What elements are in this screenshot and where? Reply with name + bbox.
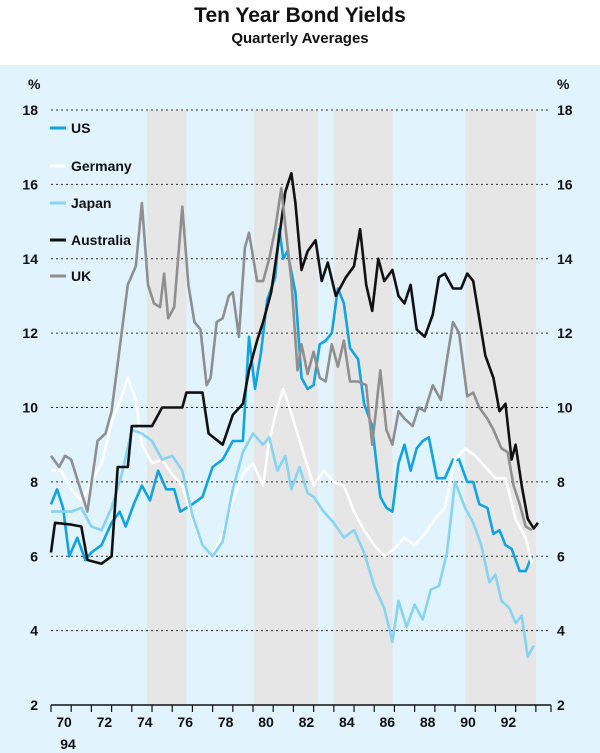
y-unit-right: % xyxy=(557,76,570,92)
series-line-japan xyxy=(51,428,535,659)
x-tick-label: 72 xyxy=(97,714,113,730)
y-tick-label-right: 18 xyxy=(557,102,573,118)
y-tick-label-left: 14 xyxy=(22,251,38,267)
legend-label-japan: Japan xyxy=(71,195,111,211)
x-tick-label: 80 xyxy=(258,714,274,730)
legend-label-uk: UK xyxy=(71,268,91,284)
x-tick-label: 74 xyxy=(137,714,153,730)
y-tick-label-right: 2 xyxy=(557,697,565,713)
x-tick-label: 88 xyxy=(420,714,436,730)
x-tick-label: 82 xyxy=(299,714,315,730)
x-tick-label: 84 xyxy=(339,714,355,730)
x-tick-label: 90 xyxy=(460,714,476,730)
y-unit-left: % xyxy=(28,76,41,92)
legend-label-australia: Australia xyxy=(71,232,131,248)
y-tick-label-left: 6 xyxy=(30,548,38,564)
y-tick-label-right: 10 xyxy=(557,400,573,416)
x-tick-label: 86 xyxy=(379,714,395,730)
shaded-period xyxy=(465,110,536,705)
y-tick-label-left: 2 xyxy=(30,697,38,713)
y-tick-label-right: 8 xyxy=(557,474,565,490)
shaded-period xyxy=(254,110,318,705)
y-tick-label-left: 8 xyxy=(30,474,38,490)
series-line-australia xyxy=(49,171,539,566)
chart-subtitle: Quarterly Averages xyxy=(231,30,369,47)
y-tick-label-right: 6 xyxy=(557,548,565,564)
y-tick-label-left: 10 xyxy=(22,400,38,416)
x-extra-label: 94 xyxy=(60,736,76,752)
legend-label-us: US xyxy=(71,120,90,136)
y-tick-label-right: 16 xyxy=(557,176,573,192)
x-tick-label: 92 xyxy=(501,714,517,730)
series-line-us xyxy=(49,227,534,573)
y-tick-label-right: 14 xyxy=(557,251,573,267)
chart-title: Ten Year Bond Yields xyxy=(194,4,406,27)
y-tick-label-right: 4 xyxy=(557,623,565,639)
series-line-germany xyxy=(51,376,534,564)
series-line-uk xyxy=(49,186,533,532)
y-tick-label-left: 18 xyxy=(22,102,38,118)
y-tick-label-left: 4 xyxy=(30,623,38,639)
x-tick-label: 70 xyxy=(56,714,72,730)
y-tick-label-left: 12 xyxy=(22,325,38,341)
x-tick-label: 78 xyxy=(218,714,234,730)
y-tick-label-right: 12 xyxy=(557,325,573,341)
y-tick-label-left: 16 xyxy=(22,176,38,192)
x-tick-label: 76 xyxy=(177,714,193,730)
legend-label-germany: Germany xyxy=(71,158,132,174)
